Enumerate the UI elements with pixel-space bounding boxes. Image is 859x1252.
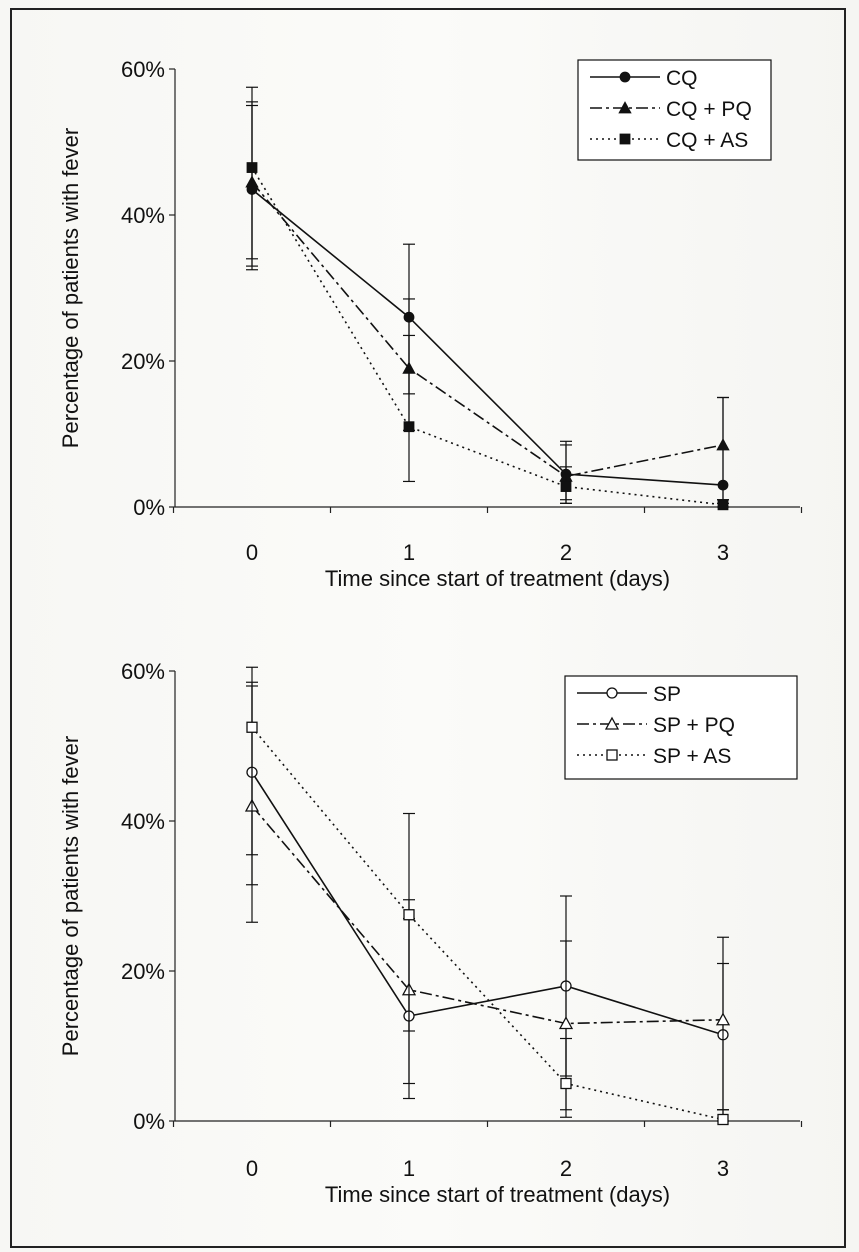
y-axis-label: Percentage of patients with fever: [58, 128, 83, 448]
series-line: [251, 726, 724, 1121]
legend-marker: [606, 687, 618, 699]
legend-marker: [619, 71, 631, 83]
y-tick-label: 40%: [121, 809, 165, 834]
x-tick-label: 2: [560, 1156, 572, 1181]
series-line: [251, 771, 724, 1036]
x-axis-label: Time since start of treatment (days): [325, 566, 670, 591]
legend-label: SP: [653, 683, 681, 706]
figure-frame: [10, 8, 846, 1248]
data-point: [717, 499, 729, 511]
series-line: [251, 181, 724, 478]
y-tick-label: 40%: [121, 203, 165, 228]
data-point: [717, 1113, 729, 1126]
legend-marker: [619, 133, 631, 145]
legend-label: CQ + AS: [666, 129, 748, 152]
x-tick-label: 3: [717, 1156, 729, 1181]
series-line: [251, 188, 724, 486]
data-point: [558, 1016, 574, 1030]
x-tick-label: 2: [560, 540, 572, 565]
legend-label: CQ: [666, 67, 698, 90]
y-tick-label: 20%: [121, 349, 165, 374]
series-cq-as: [246, 101, 729, 511]
x-tick-label: 3: [717, 540, 729, 565]
legend-marker: [604, 716, 620, 730]
chart-panel-1: 0% 20% 40% 60% 0 1 2 3 Time since start of treat…: [58, 57, 803, 591]
legend: CQ CQ + PQ CQ + AS: [577, 59, 772, 161]
y-tick-label: 60%: [121, 57, 165, 82]
legend-marker: [606, 749, 618, 761]
x-tick-label: 0: [246, 1156, 258, 1181]
y-tick-label: 0%: [133, 1109, 165, 1134]
data-point: [403, 909, 415, 921]
x-tick-label: 1: [403, 540, 415, 565]
legend-label: SP + PQ: [653, 714, 735, 737]
legend: SP SP + PQ SP + AS: [564, 675, 798, 780]
y-tick-label: 60%: [121, 659, 165, 684]
data-point: [715, 1012, 731, 1026]
x-tick-label: 0: [246, 540, 258, 565]
data-point: [716, 438, 730, 451]
series-line: [251, 805, 724, 1025]
series-line: [251, 167, 724, 506]
x-tick-label: 1: [403, 1156, 415, 1181]
data-point: [560, 481, 572, 492]
chart-panel-2: 0% 20% 40% 60% 0 1 2 3 Time since start of treat…: [58, 659, 803, 1207]
series-cq: [246, 104, 729, 501]
x-axis-label: Time since start of treatment (days): [325, 1182, 670, 1207]
y-axis-label: Percentage of patients with fever: [58, 736, 83, 1056]
legend-label: SP + AS: [653, 745, 731, 768]
y-tick-label: 20%: [121, 959, 165, 984]
series-sp-as: [246, 681, 729, 1126]
y-tick-label: 0%: [133, 495, 165, 520]
data-point: [246, 162, 258, 173]
data-point: [246, 721, 258, 733]
data-point: [560, 1077, 572, 1090]
data-point: [403, 421, 415, 433]
legend-label: CQ + PQ: [666, 98, 752, 121]
legend-marker: [618, 101, 632, 114]
